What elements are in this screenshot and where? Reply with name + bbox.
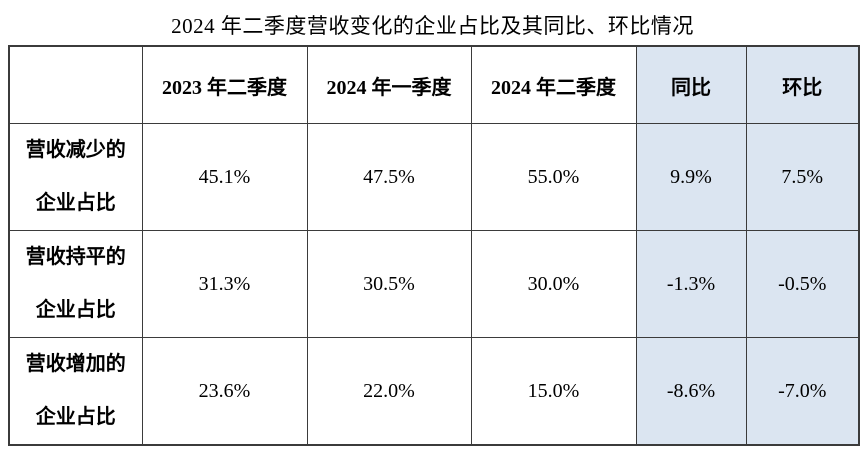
value-cell: 22.0% (306, 337, 472, 446)
value-cell: 55.0% (470, 123, 637, 231)
row-label-line: 企业占比 (35, 192, 116, 214)
header-cell-2024-q1: 2024 年一季度 (306, 45, 472, 124)
value-cell: 30.0% (470, 230, 637, 338)
table-row-revenue-decreased: 营收减少的 企业占比 45.1% 47.5% 55.0% 9.9% 7.5% (8, 123, 860, 231)
table-title: 2024 年二季度营收变化的企业占比及其同比、环比情况 (171, 14, 694, 38)
table-row-revenue-increased: 营收增加的 企业占比 23.6% 22.0% 15.0% -8.6% -7.0% (8, 337, 860, 446)
header-cell-yoy: 同比 (635, 45, 747, 124)
row-label-line: 营收增加的 (25, 353, 126, 375)
value-cell-qoq: -7.0% (745, 337, 860, 446)
value-cell: 45.1% (141, 123, 308, 231)
corner-cell (8, 45, 143, 124)
row-label-revenue-decreased: 营收减少的 企业占比 (8, 123, 143, 231)
row-label-line: 营收持平的 (25, 246, 126, 268)
header-cell-qoq: 环比 (745, 45, 860, 124)
value-cell-yoy: -1.3% (635, 230, 747, 338)
row-label-revenue-increased: 营收增加的 企业占比 (8, 337, 143, 446)
header-cell-2023-q2: 2023 年二季度 (141, 45, 308, 124)
row-label-line: 营收减少的 (25, 139, 126, 161)
value-cell: 30.5% (306, 230, 472, 338)
header-cell-2024-q2: 2024 年二季度 (470, 45, 637, 124)
row-label-line: 企业占比 (35, 299, 116, 321)
value-cell-qoq: -0.5% (745, 230, 860, 338)
value-cell: 31.3% (141, 230, 308, 338)
row-label-revenue-flat: 营收持平的 企业占比 (8, 230, 143, 338)
revenue-change-table: 2023 年二季度 2024 年一季度 2024 年二季度 同比 环比 营收减少… (8, 45, 860, 446)
value-cell: 23.6% (141, 337, 308, 446)
value-cell-yoy: 9.9% (635, 123, 747, 231)
header-row: 2023 年二季度 2024 年一季度 2024 年二季度 同比 环比 (8, 45, 860, 124)
table-row-revenue-flat: 营收持平的 企业占比 31.3% 30.5% 30.0% -1.3% -0.5% (8, 230, 860, 338)
value-cell: 15.0% (470, 337, 637, 446)
row-label-line: 企业占比 (35, 406, 116, 428)
value-cell: 47.5% (306, 123, 472, 231)
value-cell-yoy: -8.6% (635, 337, 747, 446)
value-cell-qoq: 7.5% (745, 123, 860, 231)
